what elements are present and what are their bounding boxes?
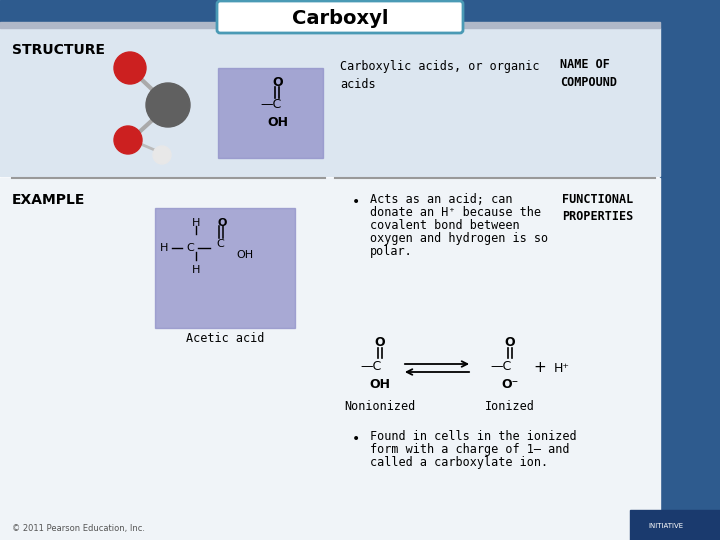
Text: NAME OF
COMPOUND: NAME OF COMPOUND [560, 58, 617, 89]
Text: © 2011 Pearson Education, Inc.: © 2011 Pearson Education, Inc. [12, 524, 145, 533]
FancyBboxPatch shape [217, 1, 463, 33]
Text: called a carboxylate ion.: called a carboxylate ion. [370, 456, 548, 469]
Text: OH: OH [369, 377, 390, 390]
Text: C: C [186, 243, 194, 253]
Bar [0, 178, 660, 540]
Text: Carboxyl: Carboxyl [292, 9, 388, 28]
Text: •: • [352, 195, 360, 209]
Bar [0, 28, 660, 176]
Bar [218, 68, 323, 158]
Text: C: C [216, 239, 224, 249]
Circle shape [114, 52, 146, 84]
Text: STRUCTURE: STRUCTURE [12, 43, 105, 57]
Text: O: O [273, 76, 283, 89]
Text: INITIATIVE: INITIATIVE [648, 523, 683, 529]
Text: •: • [352, 432, 360, 446]
Text: Acetic acid: Acetic acid [186, 332, 264, 345]
Text: O: O [217, 218, 227, 228]
Circle shape [114, 126, 142, 154]
Text: EXAMPLE: EXAMPLE [12, 193, 86, 207]
Text: H⁺: H⁺ [554, 361, 570, 375]
Text: —C: —C [260, 98, 282, 111]
Text: O: O [374, 335, 385, 348]
Text: O⁻: O⁻ [501, 377, 518, 390]
Text: H: H [192, 218, 200, 228]
Bar [155, 208, 295, 328]
Bar [660, 0, 720, 540]
Text: H: H [192, 265, 200, 275]
Bar [0, 0, 720, 22]
Bar [0, 22, 660, 28]
Text: —C: —C [490, 361, 511, 374]
Text: H: H [160, 243, 168, 253]
Text: —C: —C [360, 361, 382, 374]
Text: oxygen and hydrogen is so: oxygen and hydrogen is so [370, 232, 548, 245]
Circle shape [153, 146, 171, 164]
Text: OH: OH [236, 250, 253, 260]
Text: Acts as an acid; can: Acts as an acid; can [370, 193, 513, 206]
Text: Ionized: Ionized [485, 400, 535, 413]
Text: Nonionized: Nonionized [344, 400, 415, 413]
Text: FUNCTIONAL
PROPERTIES: FUNCTIONAL PROPERTIES [562, 193, 634, 223]
Text: Found in cells in the ionized: Found in cells in the ionized [370, 430, 577, 443]
Text: Carboxylic acids, or organic
acids: Carboxylic acids, or organic acids [340, 60, 539, 91]
Text: OH: OH [268, 116, 289, 129]
Text: donate an H⁺ because the: donate an H⁺ because the [370, 206, 541, 219]
Bar [630, 510, 720, 540]
Text: +: + [534, 361, 546, 375]
Text: covalent bond between: covalent bond between [370, 219, 520, 232]
Text: form with a charge of 1– and: form with a charge of 1– and [370, 443, 570, 456]
Text: O: O [505, 335, 516, 348]
Circle shape [146, 83, 190, 127]
Text: polar.: polar. [370, 245, 413, 258]
